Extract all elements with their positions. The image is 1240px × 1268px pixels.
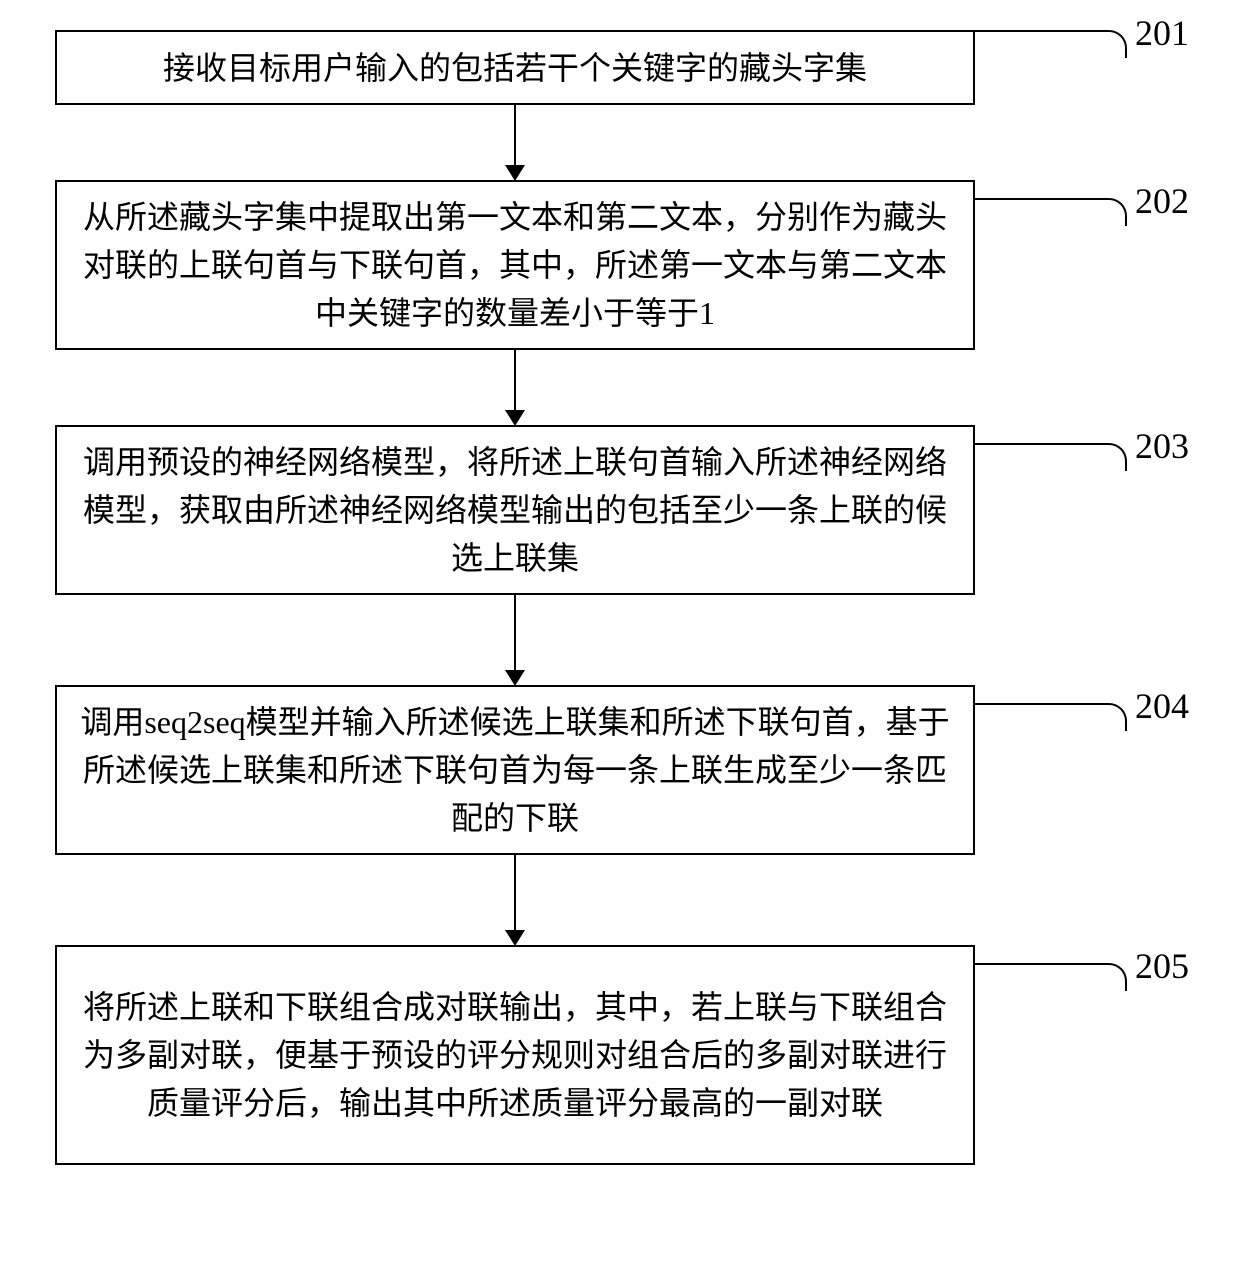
node-2-label: 202	[1135, 180, 1189, 222]
leader-line-4	[975, 703, 1127, 731]
node-5-text: 将所述上联和下联组合成对联输出，其中，若上联与下联组合为多副对联，便基于预设的评…	[77, 983, 953, 1127]
node-5-label: 205	[1135, 945, 1189, 987]
arrow-1	[505, 105, 525, 181]
flowchart-node-3: 调用预设的神经网络模型，将所述上联句首输入所述神经网络模型，获取由所述神经网络模…	[55, 425, 975, 595]
leader-line-1	[975, 30, 1127, 58]
node-4-text: 调用seq2seq模型并输入所述候选上联集和所述下联句首，基于所述候选上联集和所…	[77, 698, 953, 842]
node-1-label: 201	[1135, 12, 1189, 54]
flowchart-container: 接收目标用户输入的包括若干个关键字的藏头字集 201 从所述藏头字集中提取出第一…	[0, 0, 1240, 1268]
arrow-3	[505, 595, 525, 686]
leader-line-2	[975, 198, 1127, 226]
node-1-text: 接收目标用户输入的包括若干个关键字的藏头字集	[163, 44, 867, 92]
flowchart-node-1: 接收目标用户输入的包括若干个关键字的藏头字集	[55, 30, 975, 105]
arrow-4	[505, 855, 525, 946]
flowchart-node-5: 将所述上联和下联组合成对联输出，其中，若上联与下联组合为多副对联，便基于预设的评…	[55, 945, 975, 1165]
leader-line-3	[975, 443, 1127, 471]
flowchart-node-4: 调用seq2seq模型并输入所述候选上联集和所述下联句首，基于所述候选上联集和所…	[55, 685, 975, 855]
arrow-2	[505, 350, 525, 426]
leader-line-5	[975, 963, 1127, 991]
node-3-text: 调用预设的神经网络模型，将所述上联句首输入所述神经网络模型，获取由所述神经网络模…	[77, 438, 953, 582]
node-2-text: 从所述藏头字集中提取出第一文本和第二文本，分别作为藏头对联的上联句首与下联句首，…	[77, 193, 953, 337]
node-3-label: 203	[1135, 425, 1189, 467]
flowchart-node-2: 从所述藏头字集中提取出第一文本和第二文本，分别作为藏头对联的上联句首与下联句首，…	[55, 180, 975, 350]
node-4-label: 204	[1135, 685, 1189, 727]
